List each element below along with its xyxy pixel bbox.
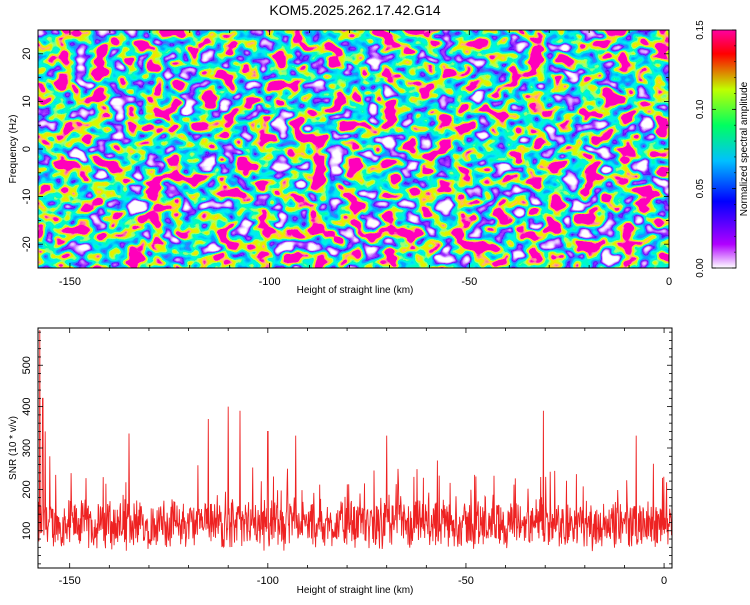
snr-y-tick-label: 300: [21, 439, 33, 457]
snr-x-tick-label: -150: [59, 575, 81, 587]
spectrogram-y-tick-label: 20: [21, 48, 33, 60]
colorbar-ticks: 0.00 0.05 0.10 0.15: [695, 20, 736, 278]
snr-x-tick-label: 0: [661, 575, 667, 587]
spectrogram-x-ticks: -150 -100 -50 0: [59, 30, 672, 288]
colorbar-label: Normalized spectral amplitude: [739, 81, 750, 216]
spectrogram-x-tick-label: -100: [259, 276, 281, 288]
snr-panel: -150 -100 -50 0 100 200 300 400 500 Height of s…: [8, 327, 673, 596]
snr-y-tick-label: 500: [21, 356, 33, 374]
snr-y-tick-label: 400: [21, 397, 33, 415]
spectrogram-x-axis-label: Height of straight line (km): [297, 285, 414, 296]
snr-y-tick-label: 200: [21, 480, 33, 498]
snr-series-line: [38, 330, 672, 552]
snr-x-tick-label: -50: [458, 575, 474, 587]
spectrogram-y-ticks: -20 -10 0 10 20: [21, 48, 669, 252]
spectrogram-image: [38, 30, 669, 268]
snr-y-tick-label: 100: [21, 522, 33, 540]
spectrogram-y-tick-label: -10: [21, 189, 33, 205]
spectrogram-x-tick-label: 0: [666, 276, 672, 288]
colorbar-gradient: [712, 30, 736, 268]
spectrogram-y-axis-label: Frequency (Hz): [8, 115, 19, 184]
colorbar-tick-label: 0.05: [695, 178, 706, 198]
colorbar-frame: [711, 29, 737, 269]
spectrogram-y-tick-label: 0: [21, 146, 33, 152]
snr-x-axis-label: Height of straight line (km): [297, 585, 414, 596]
snr-y-axis-label: SNR (10 * v/v): [8, 416, 19, 480]
spectrogram-y-tick-label: 10: [21, 95, 33, 107]
colorbar: 0.00 0.05 0.10 0.15 Normalized spectral amp…: [695, 20, 750, 278]
colorbar-tick-label: 0.10: [695, 99, 706, 119]
chart-title: KOM5.2025.262.17.42.G14: [269, 2, 440, 18]
snr-x-tick-label: -100: [257, 575, 279, 587]
spectrogram-y-tick-label: -20: [21, 236, 33, 252]
spectrogram-x-tick-label: -50: [461, 276, 477, 288]
colorbar-tick-label: 0.00: [695, 258, 706, 278]
snr-y-ticks: 100 200 300 400 500: [21, 331, 672, 565]
colorbar-tick-label: 0.15: [695, 20, 706, 40]
spectrogram-x-tick-label: -150: [59, 276, 81, 288]
snr-x-ticks: -150 -100 -50 0: [59, 328, 667, 587]
